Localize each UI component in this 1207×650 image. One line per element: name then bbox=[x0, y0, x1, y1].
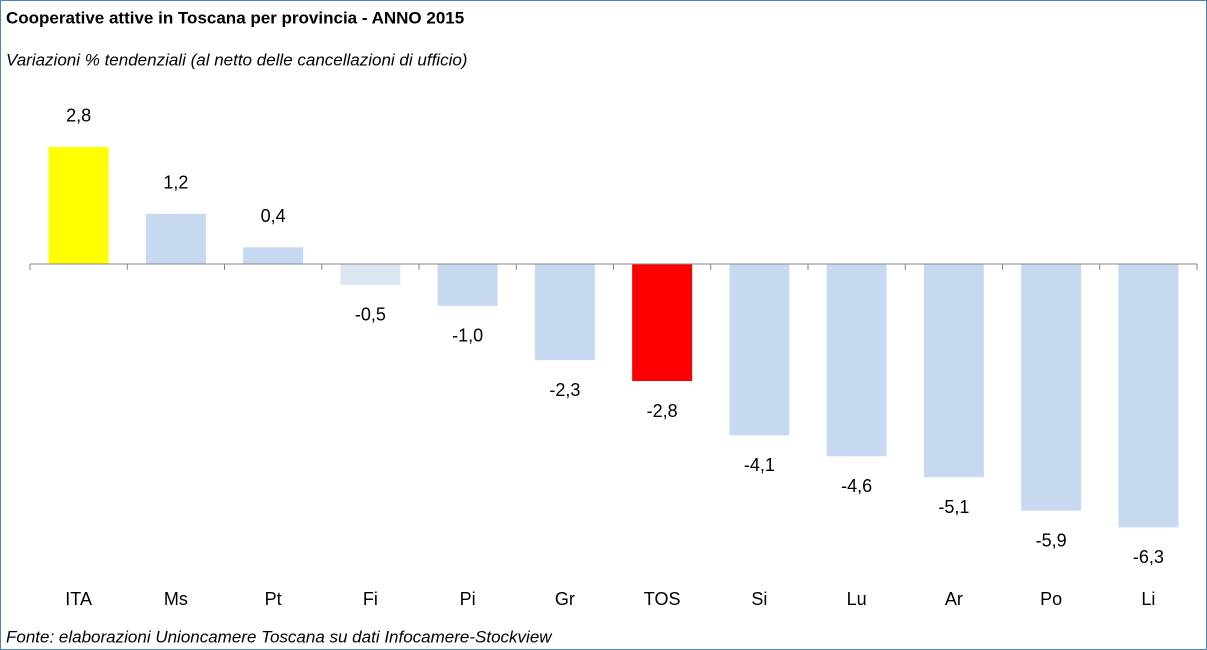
x-tick-label: Pi bbox=[460, 589, 476, 609]
data-label: -2,8 bbox=[647, 401, 678, 421]
data-label: -5,1 bbox=[938, 497, 969, 517]
bar bbox=[437, 264, 498, 306]
chart-subtitle: Variazioni % tendenziali (al netto delle… bbox=[6, 50, 467, 69]
bar bbox=[48, 146, 109, 264]
bar bbox=[729, 264, 790, 436]
bar bbox=[534, 264, 595, 361]
data-label: -4,6 bbox=[841, 476, 872, 496]
bar bbox=[243, 247, 304, 264]
source-note: Fonte: elaborazioni Unioncamere Toscana … bbox=[6, 627, 553, 646]
bar bbox=[340, 264, 401, 285]
x-tick-label: Si bbox=[751, 589, 767, 609]
bar bbox=[145, 213, 206, 264]
data-label: 2,8 bbox=[66, 106, 91, 126]
data-label: -6,3 bbox=[1133, 547, 1164, 567]
bar bbox=[1118, 264, 1179, 528]
x-tick-label: Ms bbox=[164, 589, 188, 609]
x-tick-label: TOS bbox=[644, 589, 681, 609]
x-tick-label: Gr bbox=[555, 589, 575, 609]
x-tick-label: Po bbox=[1040, 589, 1062, 609]
x-tick-label: Pt bbox=[265, 589, 282, 609]
bar bbox=[923, 264, 984, 478]
bar bbox=[632, 264, 693, 382]
data-label: -2,3 bbox=[549, 380, 580, 400]
data-label: -5,9 bbox=[1036, 530, 1067, 550]
x-tick-label: Lu bbox=[847, 589, 867, 609]
data-label: -4,1 bbox=[744, 455, 775, 475]
bar bbox=[826, 264, 887, 457]
x-tick-label: Fi bbox=[363, 589, 378, 609]
data-label: -0,5 bbox=[355, 305, 386, 325]
data-label: -1,0 bbox=[452, 326, 483, 346]
x-tick-label: Li bbox=[1141, 589, 1155, 609]
data-label: 1,2 bbox=[163, 173, 188, 193]
x-tick-label: Ar bbox=[945, 589, 963, 609]
chart-title: Cooperative attive in Toscana per provin… bbox=[6, 8, 464, 27]
data-label: 0,4 bbox=[261, 206, 286, 226]
bar bbox=[1021, 264, 1082, 511]
x-tick-label: ITA bbox=[65, 589, 92, 609]
